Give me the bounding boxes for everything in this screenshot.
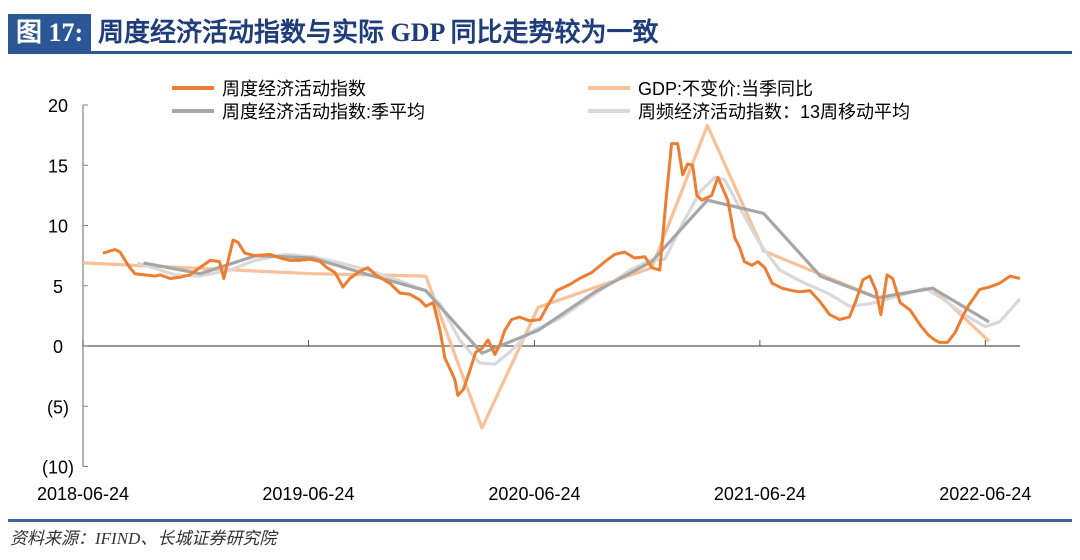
series-line-quarterly-avg [143, 198, 990, 355]
legend-label-weekly: 周度经济活动指数 [222, 79, 366, 99]
series-line-gdp-yoy [82, 123, 991, 430]
y-tick-label: (5) [47, 397, 69, 417]
y-tick-label: 20 [48, 96, 68, 116]
legend-label-gdp: GDP:不变价:当季同比 [638, 79, 813, 99]
series-lines [82, 123, 1022, 430]
legend-label-ma13: 周频经济活动指数：13周移动平均 [638, 102, 910, 122]
y-tick-label: 5 [53, 277, 63, 297]
figure-title: 周度经济活动指数与实际 GDP 同比走势较为一致 [98, 18, 659, 47]
legend: 周度经济活动指数 GDP:不变价:当季同比 周度经济活动指数:季平均 周频经济活… [172, 79, 910, 122]
axes: 20 15 10 5 0 (5) (10) 2018-06-24 2019-06-24 2020-… [37, 96, 1031, 504]
y-tick-label: 10 [48, 217, 68, 237]
legend-label-quarterly-avg: 周度经济活动指数:季平均 [222, 102, 425, 122]
x-tick-label: 2019-06-24 [262, 484, 354, 504]
x-tick-label: 2022-06-24 [939, 484, 1031, 504]
source-note: 资料来源：IFIND、长城证券研究院 [10, 529, 277, 548]
title-divider [8, 51, 1072, 54]
x-tick-label: 2020-06-24 [488, 484, 580, 504]
footer-divider [8, 519, 1072, 522]
series-line-ma13 [136, 175, 1022, 366]
figure-label: 图 17: [8, 14, 92, 52]
series-line-weekly-index [102, 142, 1021, 397]
y-tick-label: 15 [48, 156, 68, 176]
y-tick-label: (10) [42, 458, 74, 478]
y-tick-label: 0 [53, 337, 63, 357]
x-tick-label: 2018-06-24 [37, 484, 129, 504]
x-tick-label: 2021-06-24 [714, 484, 806, 504]
